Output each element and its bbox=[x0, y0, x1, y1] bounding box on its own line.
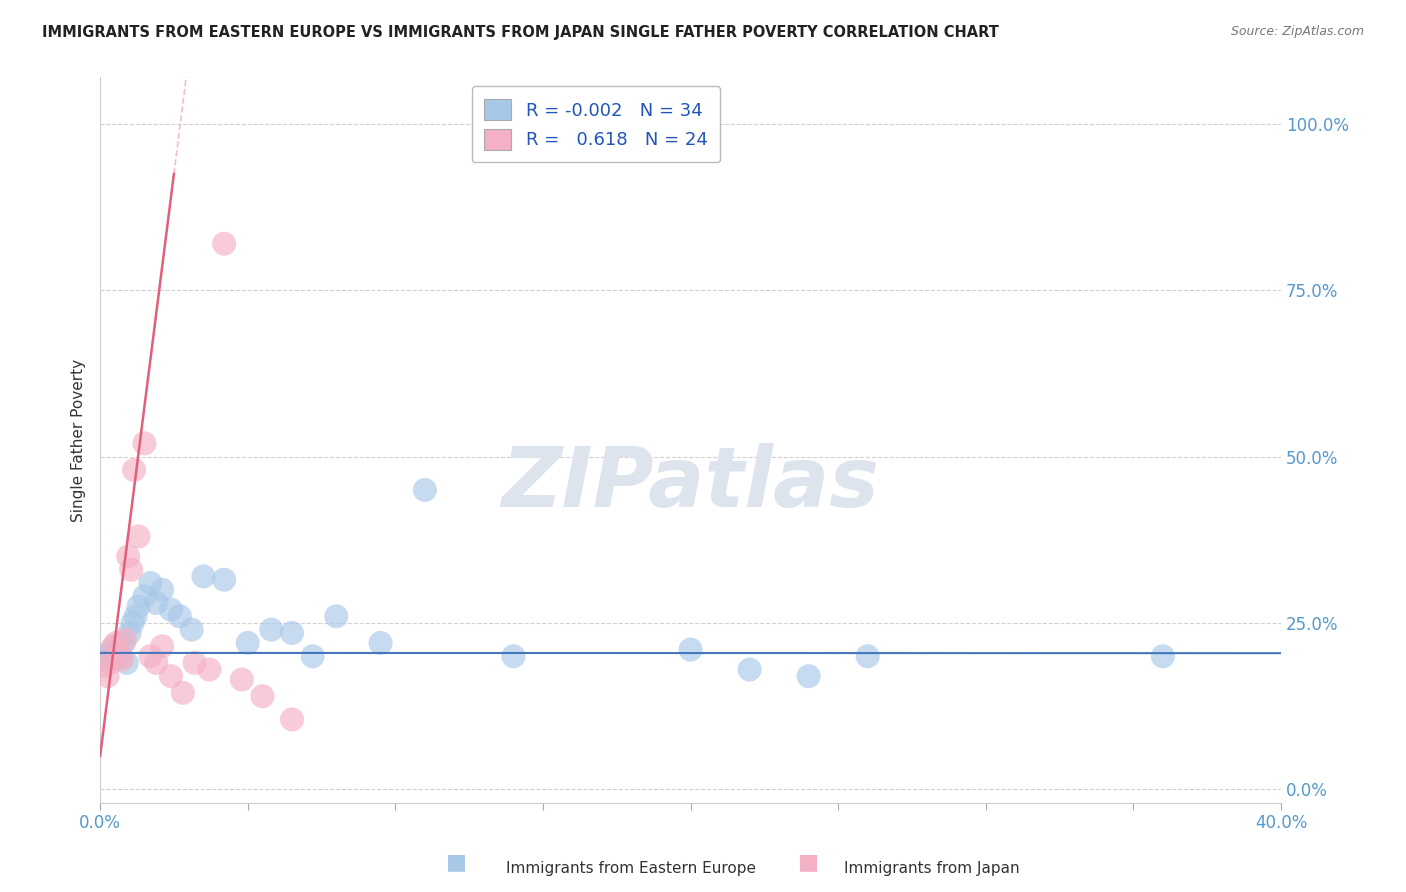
Point bbox=[114, 632, 136, 647]
Point bbox=[856, 649, 879, 664]
Point bbox=[281, 713, 304, 727]
Point bbox=[122, 463, 145, 477]
Point bbox=[98, 652, 121, 666]
Point bbox=[212, 236, 235, 251]
Point bbox=[121, 615, 143, 630]
Point bbox=[112, 636, 135, 650]
Point bbox=[103, 639, 125, 653]
Text: ZIPatlas: ZIPatlas bbox=[502, 443, 880, 524]
Point bbox=[107, 639, 129, 653]
Point bbox=[160, 602, 183, 616]
Text: Immigrants from Japan: Immigrants from Japan bbox=[844, 861, 1019, 876]
Point bbox=[502, 649, 524, 664]
Point bbox=[145, 656, 167, 670]
Point bbox=[134, 436, 156, 450]
Point bbox=[169, 609, 191, 624]
Point bbox=[139, 576, 162, 591]
Point bbox=[94, 649, 117, 664]
Point bbox=[110, 649, 132, 664]
Y-axis label: Single Father Poverty: Single Father Poverty bbox=[72, 359, 86, 522]
Point bbox=[139, 649, 162, 664]
Point bbox=[134, 590, 156, 604]
Point bbox=[252, 689, 274, 703]
Point bbox=[111, 652, 134, 666]
Point bbox=[193, 569, 215, 583]
Text: Source: ZipAtlas.com: Source: ZipAtlas.com bbox=[1230, 25, 1364, 38]
Point bbox=[93, 659, 115, 673]
Point bbox=[118, 626, 141, 640]
Point bbox=[172, 686, 194, 700]
Point bbox=[231, 673, 253, 687]
Point bbox=[145, 596, 167, 610]
Point bbox=[128, 529, 150, 543]
Point bbox=[120, 563, 142, 577]
Point bbox=[180, 623, 202, 637]
Legend: R = -0.002   N = 34, R =   0.618   N = 24: R = -0.002 N = 34, R = 0.618 N = 24 bbox=[472, 87, 720, 162]
Point bbox=[413, 483, 436, 497]
Text: Immigrants from Eastern Europe: Immigrants from Eastern Europe bbox=[506, 861, 756, 876]
Text: IMMIGRANTS FROM EASTERN EUROPE VS IMMIGRANTS FROM JAPAN SINGLE FATHER POVERTY CO: IMMIGRANTS FROM EASTERN EUROPE VS IMMIGR… bbox=[42, 25, 1000, 40]
Point bbox=[96, 669, 118, 683]
Point bbox=[128, 599, 150, 614]
Point bbox=[679, 642, 702, 657]
Point bbox=[281, 626, 304, 640]
Point bbox=[183, 656, 205, 670]
Point bbox=[101, 642, 124, 657]
Point bbox=[738, 663, 761, 677]
Point bbox=[105, 636, 128, 650]
Point bbox=[260, 623, 283, 637]
Point bbox=[100, 656, 122, 670]
Point bbox=[104, 646, 127, 660]
Point bbox=[115, 656, 138, 670]
Point bbox=[117, 549, 139, 564]
Point bbox=[212, 573, 235, 587]
Text: ■: ■ bbox=[799, 853, 818, 872]
Point bbox=[108, 649, 131, 664]
Point bbox=[160, 669, 183, 683]
Text: ■: ■ bbox=[447, 853, 467, 872]
Point bbox=[124, 609, 146, 624]
Point bbox=[797, 669, 820, 683]
Point bbox=[236, 636, 259, 650]
Point bbox=[301, 649, 323, 664]
Point bbox=[150, 639, 173, 653]
Point bbox=[1152, 649, 1174, 664]
Point bbox=[370, 636, 392, 650]
Point bbox=[198, 663, 221, 677]
Point bbox=[150, 582, 173, 597]
Point bbox=[325, 609, 347, 624]
